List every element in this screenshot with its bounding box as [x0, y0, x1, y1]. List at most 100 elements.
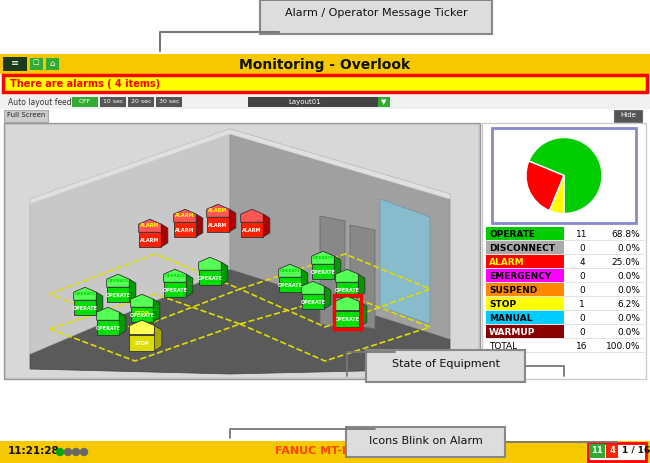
- Bar: [128, 98, 154, 108]
- Wedge shape: [529, 138, 602, 214]
- Polygon shape: [320, 217, 345, 329]
- Text: 0: 0: [579, 285, 585, 294]
- Text: ▼: ▼: [382, 99, 387, 105]
- Bar: [486, 283, 564, 296]
- FancyBboxPatch shape: [346, 427, 505, 457]
- Polygon shape: [107, 288, 129, 302]
- Polygon shape: [350, 225, 375, 329]
- Circle shape: [57, 449, 64, 456]
- Bar: [100, 98, 126, 108]
- Text: 11: 11: [577, 230, 588, 238]
- Text: MANUAL: MANUAL: [489, 313, 532, 322]
- Bar: [4, 124, 480, 379]
- Text: STOP: STOP: [489, 300, 516, 308]
- Bar: [482, 124, 646, 379]
- Text: ALARM: ALARM: [176, 227, 195, 232]
- Polygon shape: [279, 265, 302, 278]
- Text: OPERATE: OPERATE: [198, 275, 222, 281]
- Text: Alarm / Operator Message Ticker: Alarm / Operator Message Ticker: [285, 8, 467, 18]
- Polygon shape: [229, 210, 236, 232]
- Circle shape: [64, 449, 72, 456]
- Bar: [72, 98, 98, 108]
- Polygon shape: [311, 252, 334, 265]
- Bar: [606, 444, 618, 458]
- Bar: [3, 58, 27, 72]
- Text: 16: 16: [577, 341, 588, 350]
- Polygon shape: [302, 282, 324, 294]
- Text: SUSPEND: SUSPEND: [489, 285, 538, 294]
- Bar: [589, 444, 605, 458]
- Text: Auto layout feed: Auto layout feed: [8, 98, 72, 107]
- Polygon shape: [263, 215, 270, 238]
- Text: ALARM: ALARM: [208, 207, 227, 213]
- Polygon shape: [334, 311, 359, 327]
- Text: 4: 4: [609, 445, 615, 454]
- Polygon shape: [207, 205, 229, 218]
- Polygon shape: [359, 302, 367, 327]
- Polygon shape: [107, 275, 129, 288]
- Text: OPERATE: OPERATE: [75, 291, 96, 295]
- Polygon shape: [240, 223, 263, 238]
- Polygon shape: [30, 130, 450, 205]
- Text: □: □: [32, 59, 39, 65]
- FancyBboxPatch shape: [366, 350, 525, 382]
- Text: Layout01: Layout01: [289, 99, 321, 105]
- Polygon shape: [302, 269, 308, 292]
- Polygon shape: [164, 282, 187, 297]
- Text: ALARM: ALARM: [208, 223, 227, 227]
- Bar: [486, 311, 564, 324]
- Polygon shape: [358, 275, 365, 297]
- Polygon shape: [138, 233, 161, 247]
- Bar: [378, 98, 390, 108]
- Text: 4: 4: [579, 257, 585, 266]
- Bar: [486, 325, 564, 338]
- Polygon shape: [174, 223, 196, 238]
- Polygon shape: [73, 300, 96, 315]
- Text: OPERATE: OPERATE: [129, 313, 155, 317]
- Text: Monitoring - Overlook: Monitoring - Overlook: [239, 58, 411, 72]
- Polygon shape: [131, 294, 153, 307]
- Text: OFF: OFF: [79, 99, 91, 104]
- Polygon shape: [196, 215, 203, 238]
- Polygon shape: [129, 320, 155, 335]
- Bar: [0, 441, 650, 463]
- Text: 0: 0: [579, 244, 585, 252]
- Polygon shape: [334, 257, 341, 279]
- Text: State of Equipment: State of Equipment: [391, 358, 499, 368]
- Text: TOTAL: TOTAL: [489, 341, 517, 350]
- Polygon shape: [230, 130, 450, 339]
- Text: 20 sec: 20 sec: [131, 99, 151, 104]
- Text: ALARM: ALARM: [489, 257, 525, 266]
- Text: Full Screen: Full Screen: [6, 112, 46, 118]
- Text: 0.0%: 0.0%: [617, 327, 640, 336]
- Circle shape: [81, 449, 88, 456]
- Polygon shape: [199, 271, 222, 285]
- Text: 0.0%: 0.0%: [617, 285, 640, 294]
- Text: OPERATE: OPERATE: [73, 306, 98, 310]
- Text: DISCONNECT: DISCONNECT: [489, 244, 555, 252]
- Bar: [3, 76, 647, 93]
- Text: OPERATE: OPERATE: [278, 282, 302, 288]
- Polygon shape: [131, 307, 153, 322]
- Text: 100.0%: 100.0%: [606, 341, 640, 350]
- Bar: [486, 256, 564, 269]
- Bar: [614, 111, 642, 123]
- Bar: [486, 242, 564, 255]
- Text: 0.0%: 0.0%: [617, 313, 640, 322]
- Text: 68.8%: 68.8%: [611, 230, 640, 238]
- Text: ALARM: ALARM: [176, 213, 195, 218]
- Polygon shape: [324, 287, 331, 309]
- Text: 0.0%: 0.0%: [617, 244, 640, 252]
- Text: 25.0%: 25.0%: [612, 257, 640, 266]
- Bar: [30, 59, 43, 71]
- Text: OPERATE: OPERATE: [164, 274, 185, 277]
- Polygon shape: [279, 278, 302, 292]
- Text: STOP: STOP: [135, 340, 150, 345]
- Polygon shape: [164, 269, 187, 282]
- Wedge shape: [526, 162, 564, 211]
- Text: OPERATE: OPERATE: [280, 269, 300, 272]
- Text: OPERATE: OPERATE: [311, 269, 335, 275]
- Text: OPERATE: OPERATE: [335, 317, 359, 321]
- Bar: [248, 98, 378, 108]
- Polygon shape: [129, 280, 136, 302]
